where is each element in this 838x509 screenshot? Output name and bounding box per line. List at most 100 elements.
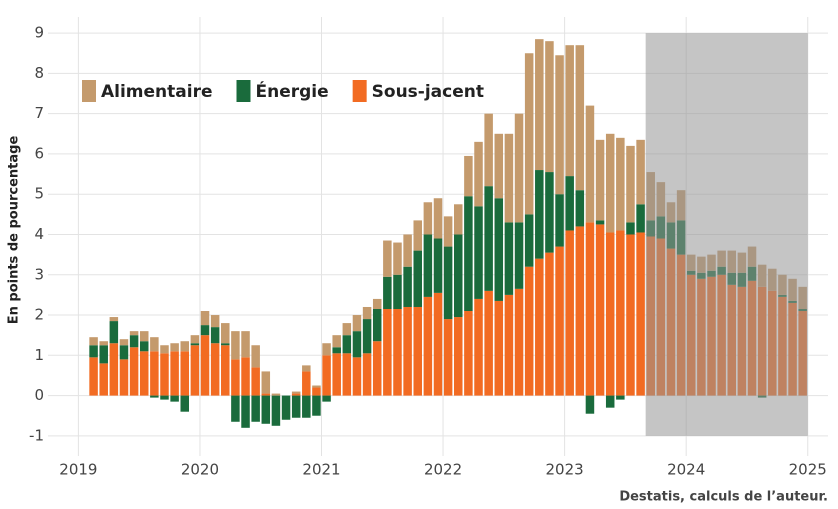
- source-note: Destatis, calculs de l’auteur.: [619, 490, 828, 505]
- bar-segment: [241, 331, 250, 358]
- bar-segment: [190, 335, 200, 344]
- bar-segment: [322, 395, 331, 402]
- bar-segment: [170, 351, 179, 396]
- y-tick-label: 0: [34, 386, 44, 404]
- bar-segment: [474, 298, 483, 396]
- y-tick-label: 1: [34, 346, 44, 364]
- y-tick-label: 2: [34, 306, 44, 324]
- bar-segment: [372, 298, 382, 309]
- bar-segment: [210, 327, 220, 344]
- bar-segment: [626, 222, 635, 235]
- bar-segment: [302, 365, 311, 372]
- bar-segment: [626, 145, 635, 223]
- bar-segment: [160, 395, 169, 400]
- y-tick-label: 3: [34, 265, 44, 283]
- bar-segment: [433, 198, 443, 239]
- bar-segment: [302, 395, 311, 418]
- bar-segment: [312, 387, 321, 396]
- bar-segment: [322, 355, 331, 396]
- bar-segment: [261, 395, 271, 424]
- bar-segment: [150, 351, 159, 396]
- bar-segment: [504, 133, 514, 223]
- bar-segment: [332, 353, 341, 396]
- bar-segment: [109, 321, 119, 344]
- bar-segment: [200, 311, 210, 326]
- bar-segment: [342, 353, 352, 396]
- bar-segment: [261, 371, 271, 394]
- bar-segment: [160, 345, 169, 354]
- x-tick-label: 2022: [424, 461, 462, 479]
- bar-segment: [109, 343, 119, 396]
- bar-segment: [403, 234, 412, 267]
- bar-segment: [231, 395, 240, 422]
- bar-segment: [403, 306, 412, 396]
- bar-segment: [251, 395, 260, 422]
- bar-segment: [464, 196, 473, 312]
- highlight-span: [645, 33, 808, 436]
- bar-segment: [261, 393, 271, 396]
- bar-segment: [312, 395, 321, 416]
- bar-segment: [514, 222, 524, 289]
- bar-segment: [180, 341, 190, 352]
- bar-segment: [585, 105, 595, 223]
- bar-segment: [221, 323, 230, 344]
- bar-segment: [129, 331, 139, 336]
- bar-segment: [99, 345, 108, 364]
- bar-segment: [535, 170, 544, 259]
- bar-segment: [484, 290, 493, 396]
- y-axis-label: En points de pourcentage: [7, 136, 22, 325]
- bar-segment: [281, 395, 291, 420]
- bar-segment: [616, 395, 625, 400]
- y-tick-label: 7: [34, 104, 44, 122]
- bar-segment: [119, 345, 129, 360]
- bar-segment: [413, 306, 422, 396]
- y-tick-label: 6: [34, 144, 44, 162]
- bar-segment: [443, 319, 453, 396]
- bar-segment: [342, 323, 352, 336]
- bar-segment: [139, 331, 149, 342]
- bar-segment: [352, 331, 362, 358]
- bar-segment: [393, 242, 402, 275]
- bar-segment: [565, 230, 574, 396]
- bar-segment: [372, 308, 382, 342]
- bar-segment: [575, 226, 585, 396]
- bar-segment: [332, 347, 341, 354]
- bar-segment: [636, 232, 645, 396]
- bar-segment: [393, 274, 402, 309]
- legend-label: Sous-jacent: [372, 82, 484, 102]
- bar-segment: [545, 172, 554, 253]
- bar-segment: [352, 315, 362, 332]
- legend-swatch: [352, 80, 367, 102]
- bar-segment: [170, 395, 179, 402]
- bar-segment: [474, 141, 483, 207]
- legend-swatch: [82, 80, 96, 102]
- bar-segment: [433, 292, 443, 396]
- bar-segment: [413, 220, 422, 251]
- bar-segment: [413, 250, 422, 307]
- bar-segment: [200, 335, 210, 396]
- bar-segment: [251, 367, 260, 396]
- bar-segment: [545, 41, 554, 173]
- bar-segment: [271, 393, 281, 396]
- bar-segment: [180, 351, 190, 396]
- bar-segment: [575, 190, 585, 227]
- bar-segment: [362, 306, 372, 320]
- bar-segment: [504, 294, 514, 396]
- bar-segment: [119, 359, 129, 396]
- bar-segment: [109, 317, 119, 322]
- bar-segment: [524, 53, 534, 215]
- bar-segment: [555, 194, 564, 247]
- bar-segment: [89, 337, 98, 346]
- bar-segment: [241, 395, 250, 428]
- bar-segment: [454, 234, 463, 318]
- bar-segment: [200, 325, 210, 336]
- bar-segment: [585, 222, 595, 396]
- bar-segment: [383, 276, 392, 309]
- bar-segment: [636, 204, 645, 233]
- bar-segment: [484, 186, 493, 291]
- bar-segment: [626, 234, 635, 396]
- bar-segment: [474, 206, 483, 299]
- y-tick-label: 8: [34, 64, 44, 82]
- bar-segment: [119, 339, 129, 346]
- bar-segment: [302, 371, 311, 396]
